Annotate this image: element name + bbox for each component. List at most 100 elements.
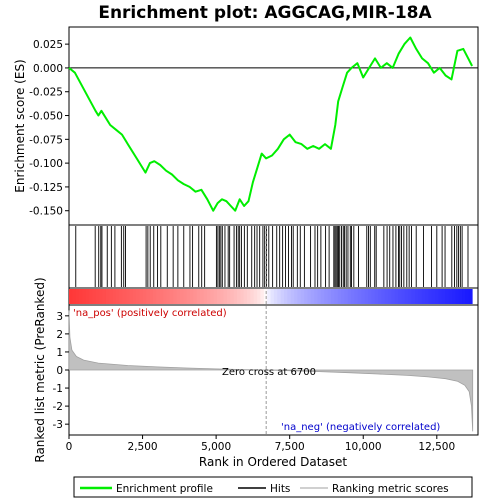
heatmap-cell	[341, 289, 345, 304]
heatmap-cell	[233, 289, 238, 304]
ranking-y-tick-label: 0	[56, 365, 63, 377]
heatmap-cell	[283, 289, 288, 304]
heatmap-cell	[465, 289, 470, 304]
heatmap-cell	[213, 289, 218, 304]
heatmap-cell	[257, 289, 261, 304]
heatmap-cell	[435, 289, 440, 304]
heatmap-cell	[183, 289, 188, 304]
heatmap-cell	[152, 289, 157, 304]
heatmap-cell	[320, 289, 325, 304]
heatmap-cell	[159, 289, 164, 304]
es-y-tick-label: 0.025	[33, 39, 63, 51]
legend-box	[73, 476, 473, 498]
es-y-tick-label: -0.150	[29, 206, 63, 218]
heatmap-cell	[438, 289, 443, 304]
heatmap-cell	[75, 289, 80, 304]
heatmap-cell	[324, 289, 329, 304]
heatmap-cell	[105, 289, 110, 304]
heatmap-cell	[203, 289, 208, 304]
heatmap-cell	[253, 289, 258, 304]
heatmap-cell	[273, 289, 278, 304]
heatmap-cell	[378, 289, 382, 304]
heatmap-cell	[126, 289, 130, 304]
heatmap-cell	[421, 289, 426, 304]
heatmap-cell	[294, 289, 298, 304]
heatmap-cell	[408, 289, 413, 304]
heatmap-cell	[458, 289, 463, 304]
heatmap-cell	[314, 289, 319, 304]
heatmap-cell	[92, 289, 97, 304]
heatmap-cell	[290, 289, 295, 304]
ranking-y-axis-ticks: 3 2 1 0 -1 -2 -3	[53, 311, 69, 431]
heatmap-cell	[404, 289, 409, 304]
heatmap-cell	[139, 289, 144, 304]
heatmap-cell	[189, 289, 194, 304]
ranking-y-axis-label: Ranked list metric (PreRanked)	[33, 277, 47, 462]
heatmap-cell	[243, 289, 248, 304]
x-tick-label: 5,000	[201, 441, 231, 453]
heatmap-cell	[85, 289, 90, 304]
heatmap-cell	[280, 289, 285, 304]
ranking-y-tick-label: -2	[53, 401, 63, 413]
heatmap-cell	[327, 289, 332, 304]
heatmap-cell	[149, 289, 154, 304]
enrichment-profile-layer	[68, 36, 473, 212]
heatmap-cell	[445, 289, 450, 304]
heatmap-cell	[468, 289, 473, 304]
heatmap-cell	[109, 289, 114, 304]
legend-hits-label: Hits	[270, 483, 290, 495]
heatmap-cell	[418, 289, 423, 304]
x-tick-label: 2,500	[128, 441, 158, 453]
enrichment-profile-line	[68, 36, 473, 212]
heatmap-cell	[122, 289, 127, 304]
es-y-tick-label: 0.000	[33, 63, 63, 75]
heatmap-cell	[156, 289, 161, 304]
heatmap-cell	[361, 289, 366, 304]
heatmap-cell	[200, 289, 204, 304]
heatmap-cell	[210, 289, 214, 304]
heatmap-cell	[179, 289, 184, 304]
x-tick-label: 0	[66, 441, 73, 453]
ranking-y-tick-label: -3	[53, 419, 63, 431]
heatmap-cell	[79, 289, 83, 304]
ranking-metric-layer	[68, 226, 474, 435]
heatmap-cell	[236, 289, 241, 304]
heatmap-cell	[250, 289, 255, 304]
heatmap-cell	[112, 289, 117, 304]
chart-title: Enrichment plot: AGGCAG,MIR-18A	[98, 3, 432, 23]
es-y-axis-label: Enrichment score (ES)	[13, 59, 27, 192]
hits-layer	[75, 226, 469, 287]
x-tick-label: 7,500	[275, 441, 305, 453]
heatmap-cell	[230, 289, 235, 304]
heatmap-cell	[374, 289, 379, 304]
heatmap-cell	[223, 289, 228, 304]
x-tick-label: 10,000	[345, 441, 382, 453]
heatmap-cell	[136, 289, 141, 304]
heatmap-cell	[270, 289, 275, 304]
heatmap-cell	[186, 289, 191, 304]
heatmap-cell	[388, 289, 392, 304]
heatmap-cell	[384, 289, 389, 304]
heatmap-cell	[398, 289, 403, 304]
heatmap-cell	[441, 289, 446, 304]
es-y-tick-label: -0.100	[29, 158, 63, 170]
positive-correlation-label: 'na_pos' (positively correlated)	[73, 308, 227, 319]
es-y-tick-label: -0.050	[29, 111, 63, 123]
heatmap-cell	[297, 289, 302, 304]
heatmap-cell	[99, 289, 104, 304]
es-y-tick-label: -0.075	[29, 134, 63, 146]
heatmap-cell	[455, 289, 460, 304]
heatmap-cell	[381, 289, 386, 304]
heatmap-cell	[354, 289, 359, 304]
heatmap-cell	[310, 289, 315, 304]
heatmap-cell	[142, 289, 147, 304]
heatmap-cell	[163, 289, 167, 304]
es-y-tick-label: -0.125	[29, 182, 63, 194]
ranking-metric-area	[68, 310, 474, 432]
es-y-axis-ticks: 0.025 0.000 -0.025 -0.050 -0.075 -0.100 -0.125…	[29, 39, 69, 218]
heatmap-cell	[428, 289, 433, 304]
heatmap-cell	[462, 289, 466, 304]
heatmap-cell	[169, 289, 174, 304]
heatmap-cell	[411, 289, 416, 304]
